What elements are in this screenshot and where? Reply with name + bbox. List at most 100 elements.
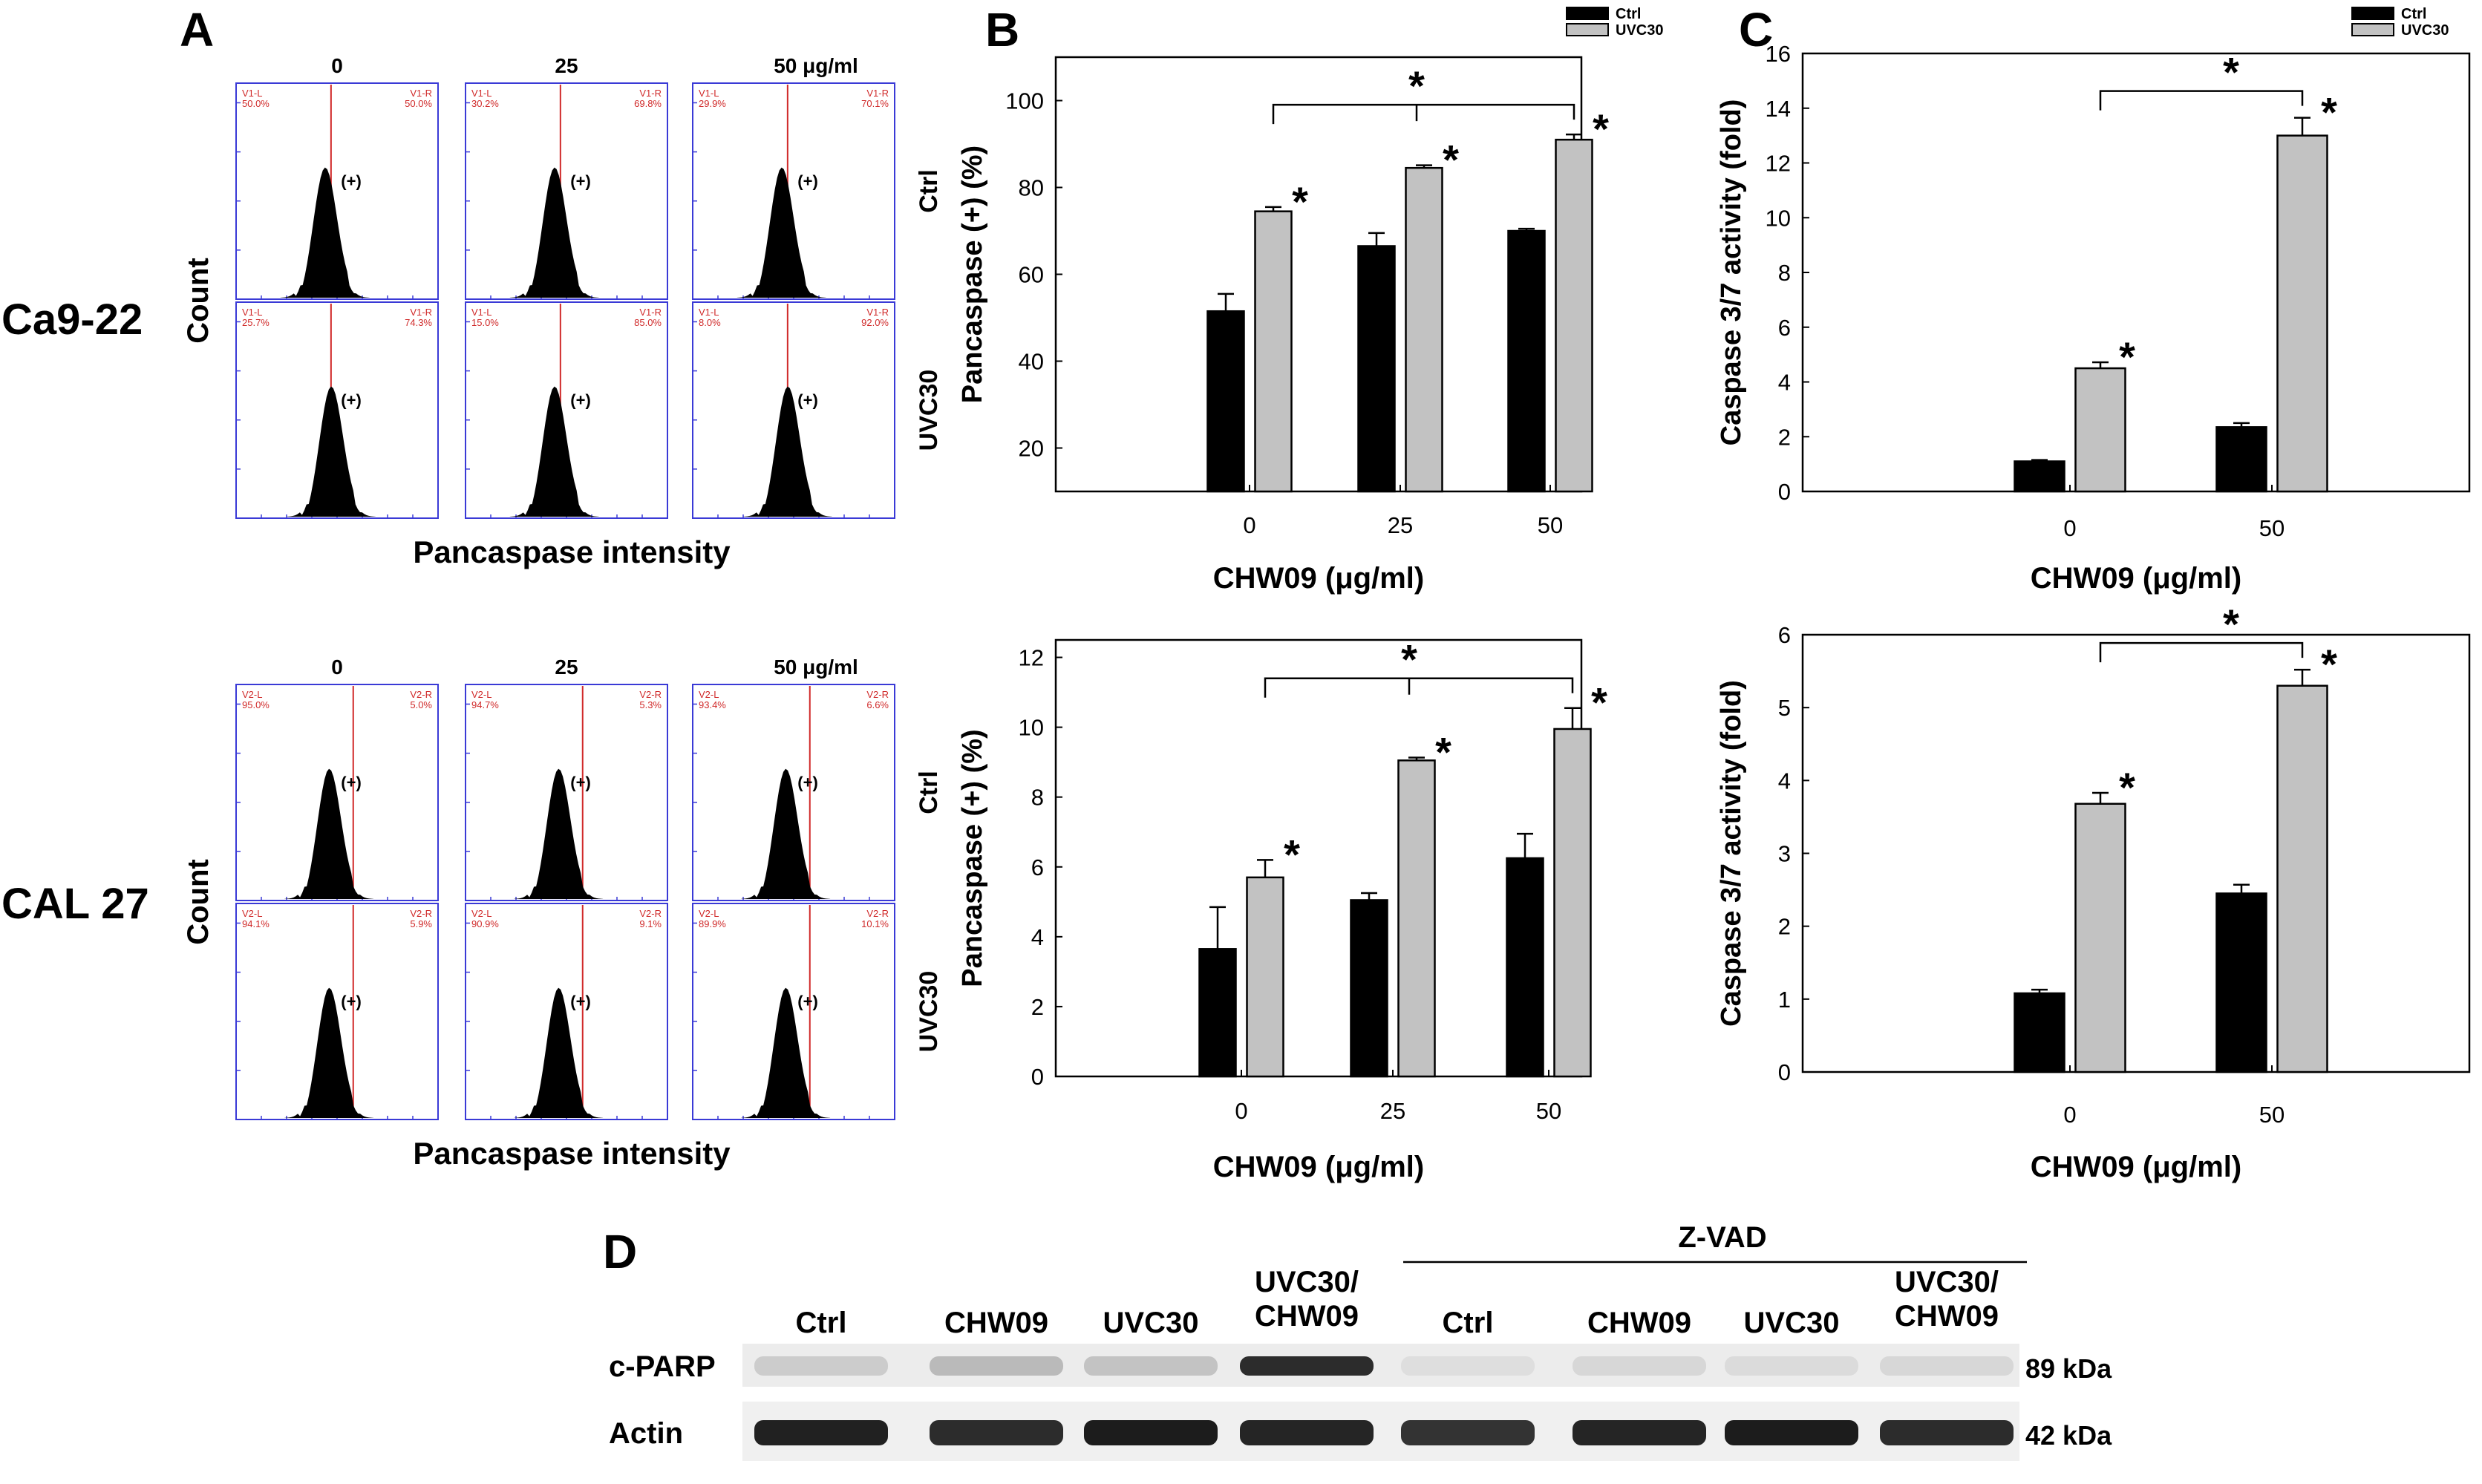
gate-right-label: V1-R xyxy=(410,307,432,318)
positive-marker: (+) xyxy=(570,774,591,792)
blot-band xyxy=(1725,1420,1858,1445)
count-axis-label: Count xyxy=(182,859,215,945)
lane-label: Ctrl xyxy=(1443,1307,1494,1339)
bracket-star: * xyxy=(2223,49,2239,96)
significance-star: * xyxy=(1284,831,1300,877)
bar-ctrl xyxy=(2014,992,2065,1073)
gate-right-label: V2-R xyxy=(866,908,889,919)
lane-label: CHW09 xyxy=(1587,1307,1691,1339)
y-tick-label: 4 xyxy=(1031,924,1044,950)
x-tick-label: 50 xyxy=(1538,512,1563,538)
significance-star: * xyxy=(1435,729,1451,776)
pancaspase-axis-label: Pancaspase intensity xyxy=(413,535,731,569)
dose-header: 50 μg/ml xyxy=(774,54,858,77)
row-label: Ctrl xyxy=(915,169,943,213)
dose-header: 0 xyxy=(331,54,343,77)
gate-left-percent: 90.9% xyxy=(471,918,499,929)
lane-label: UVC30/CHW09 xyxy=(1255,1266,1359,1333)
gate-right-label: V1-R xyxy=(866,307,889,318)
positive-marker: (+) xyxy=(797,391,818,410)
y-axis-label: Caspase 3/7 activity (fold) xyxy=(1716,99,1747,446)
blot-band xyxy=(1880,1356,2014,1376)
y-tick-label: 3 xyxy=(1778,841,1791,867)
bar-ctrl xyxy=(1507,229,1546,493)
count-axis-label: Count xyxy=(182,258,215,344)
lane-label: UVC30 xyxy=(1744,1307,1840,1339)
panel-label-d: D xyxy=(603,1225,637,1278)
y-tick-label: 40 xyxy=(1019,349,1044,375)
bar-uvc30 xyxy=(1397,759,1436,1078)
lane-label-line: UVC30 xyxy=(1103,1307,1199,1339)
gate-left-label: V1-L xyxy=(699,88,719,99)
histogram-peak xyxy=(284,768,374,899)
y-tick-label: 8 xyxy=(1778,260,1791,286)
bar-ctrl xyxy=(1198,948,1237,1078)
y-tick-label: 2 xyxy=(1778,914,1791,940)
gate-left-percent: 29.9% xyxy=(699,98,726,109)
blot-band xyxy=(754,1356,888,1376)
positive-marker: (+) xyxy=(797,993,818,1011)
blot-band xyxy=(1240,1356,1374,1376)
x-tick-label: 25 xyxy=(1388,512,1413,538)
y-axis-label: Pancaspase (+) (%) xyxy=(957,146,988,403)
significance-star: * xyxy=(2119,333,2135,380)
lane-label: CHW09 xyxy=(944,1307,1048,1339)
bar-ctrl xyxy=(2215,892,2267,1073)
bar-uvc30 xyxy=(1553,728,1592,1078)
blot-band xyxy=(1401,1356,1535,1376)
y-tick-label: 0 xyxy=(1031,1064,1044,1090)
x-tick-label: 50 xyxy=(2259,515,2285,541)
histogram: V1-L30.2% V1-R69.8% (+) xyxy=(465,82,668,300)
bracket-star: * xyxy=(1401,636,1417,683)
plot-frame xyxy=(1801,52,2471,493)
blot-band xyxy=(1084,1356,1218,1376)
y-tick-label: 14 xyxy=(1766,96,1791,122)
x-axis-label: CHW09 (μg/ml) xyxy=(2031,562,2241,595)
y-tick-label: 2 xyxy=(1778,424,1791,450)
histogram: V1-L50.0%V1-R50.0%(+) xyxy=(235,82,439,300)
bar-ctrl xyxy=(2014,460,2065,493)
gate-left-percent: 89.9% xyxy=(699,918,726,929)
histogram: V1-L29.9% V1-R70.1% (+) xyxy=(692,82,895,300)
y-tick-label: 4 xyxy=(1778,768,1791,794)
gate-right-percent: 6.6% xyxy=(866,699,889,710)
lane-label-line: Ctrl xyxy=(1443,1307,1494,1339)
histogram: V2-L95.0% V2-R5.0% (+) xyxy=(235,684,439,901)
lane-label: Ctrl xyxy=(796,1307,847,1339)
gate-left-label: V1-L xyxy=(471,88,491,99)
lane-label: UVC30 xyxy=(1103,1307,1199,1339)
y-tick-label: 16 xyxy=(1766,41,1791,67)
x-tick-label: 50 xyxy=(1536,1098,1561,1124)
y-tick-label: 60 xyxy=(1019,262,1044,288)
significance-bracket xyxy=(1272,103,1575,125)
x-tick-label: 0 xyxy=(2063,1102,2076,1128)
bar-chart-b-bottom: 0 2 4 6 8 10 12 Pancaspase (+) (%) 0 25 50 CHW09 (μ… xyxy=(957,636,1607,1183)
y-tick-label: 8 xyxy=(1031,785,1044,811)
y-tick-label: 100 xyxy=(1005,88,1044,114)
histogram-peak xyxy=(286,386,376,517)
positive-marker: (+) xyxy=(341,172,362,191)
legend-swatch xyxy=(2351,7,2394,20)
legend-label: Ctrl xyxy=(2401,6,2426,22)
y-tick-label: 10 xyxy=(1766,205,1791,231)
y-axis-label: Pancaspase (+) (%) xyxy=(957,729,988,987)
y-tick-label: 10 xyxy=(1019,715,1044,741)
gate-right-label: V2-R xyxy=(410,689,432,700)
gate-left-percent: 93.4% xyxy=(699,699,726,710)
gate-left-percent: 8.0% xyxy=(699,317,721,328)
y-tick-label: 12 xyxy=(1766,151,1791,177)
y-tick-label: 80 xyxy=(1019,175,1044,201)
positive-marker: (+) xyxy=(797,774,818,792)
gate-right-percent: 92.0% xyxy=(861,317,889,328)
x-tick-label: 0 xyxy=(1243,512,1255,538)
panel-label-c: C xyxy=(1739,3,1773,56)
dose-header: 50 μg/ml xyxy=(774,656,858,679)
x-axis-label: CHW09 (μg/ml) xyxy=(1213,562,1424,595)
x-tick-label: 0 xyxy=(1235,1098,1247,1124)
legend-label: UVC30 xyxy=(1616,22,1663,39)
histogram-peak xyxy=(284,987,374,1118)
histogram-peak xyxy=(741,987,831,1118)
lane-label-line: CHW09 xyxy=(944,1307,1048,1339)
y-tick-label: 0 xyxy=(1778,1059,1791,1085)
